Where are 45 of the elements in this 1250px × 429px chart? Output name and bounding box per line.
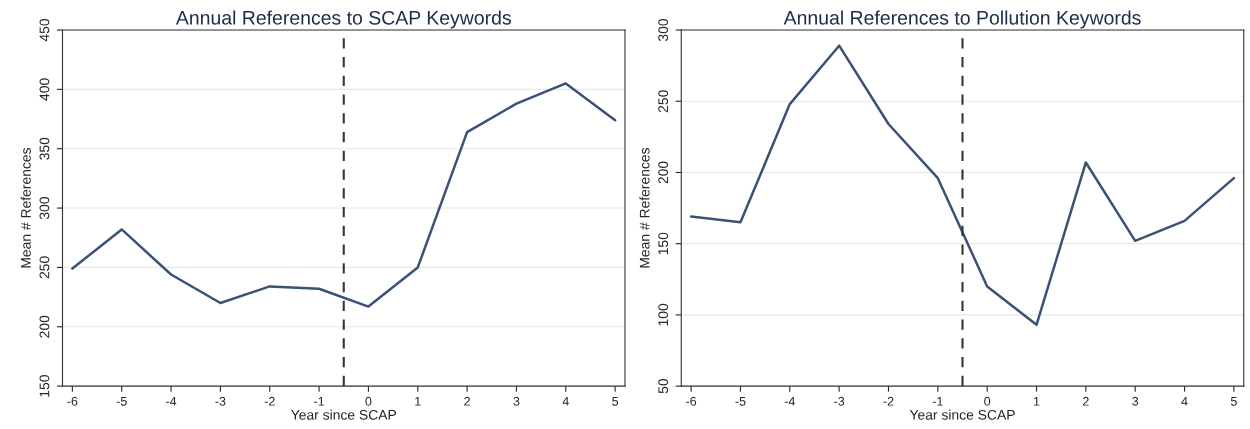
- x-tick-label: 2: [464, 396, 470, 406]
- x-tick-label: 4: [562, 396, 569, 406]
- line-series: [71, 82, 617, 308]
- x-tick-label: -3: [834, 396, 845, 406]
- x-tick-label: -2: [883, 396, 894, 406]
- x-tick-label: 0: [984, 396, 991, 406]
- x-tick-label: 1: [1033, 396, 1040, 406]
- x-tick-label: -5: [735, 396, 746, 406]
- x-tick-label: -4: [784, 396, 795, 406]
- x-axis-title: Year since SCAP: [909, 409, 1015, 420]
- x-tick-label: -1: [932, 396, 943, 406]
- y-tick-label: 150: [658, 232, 669, 255]
- x-tick-label: -1: [314, 396, 325, 406]
- x-tick-label: 2: [1083, 396, 1089, 406]
- y-tick-label: 150: [39, 375, 50, 397]
- x-tick-label: 3: [513, 396, 520, 406]
- y-tick-label: 100: [658, 303, 669, 326]
- x-tick-label: -3: [215, 396, 226, 406]
- y-tick-label: 300: [658, 18, 669, 42]
- chart-title: Annual References to Pollution Keywords: [783, 10, 1141, 29]
- x-tick-label: -6: [686, 396, 697, 406]
- x-tick-label: 4: [1181, 396, 1188, 406]
- x-tick-label: 5: [1230, 396, 1237, 406]
- y-axis-title: Mean # References: [20, 147, 31, 268]
- x-tick-label: -4: [166, 396, 177, 406]
- chart-title: Annual References to SCAP Keywords: [175, 10, 511, 29]
- y-tick-label: 350: [39, 137, 50, 160]
- x-tick-label: -6: [67, 396, 78, 406]
- y-tick-label: 250: [39, 256, 50, 279]
- y-tick-label: 50: [658, 378, 669, 394]
- y-tick-label: 250: [658, 90, 669, 113]
- y-tick-label: 400: [39, 78, 50, 101]
- x-tick-label: -2: [264, 396, 275, 406]
- x-tick-label: 3: [1132, 396, 1139, 406]
- y-tick-label: 200: [658, 161, 669, 184]
- x-tick-label: -5: [116, 396, 127, 406]
- y-tick-label: 450: [39, 18, 50, 42]
- y-tick-label: 300: [39, 197, 50, 220]
- x-axis-title: Year since SCAP: [291, 409, 397, 420]
- x-tick-label: 5: [612, 396, 619, 406]
- y-tick-label: 200: [39, 315, 50, 338]
- x-tick-label: 0: [365, 396, 372, 406]
- x-tick-label: 1: [415, 396, 421, 406]
- line-series: [689, 44, 1236, 327]
- y-axis-title: Mean # References: [639, 147, 650, 268]
